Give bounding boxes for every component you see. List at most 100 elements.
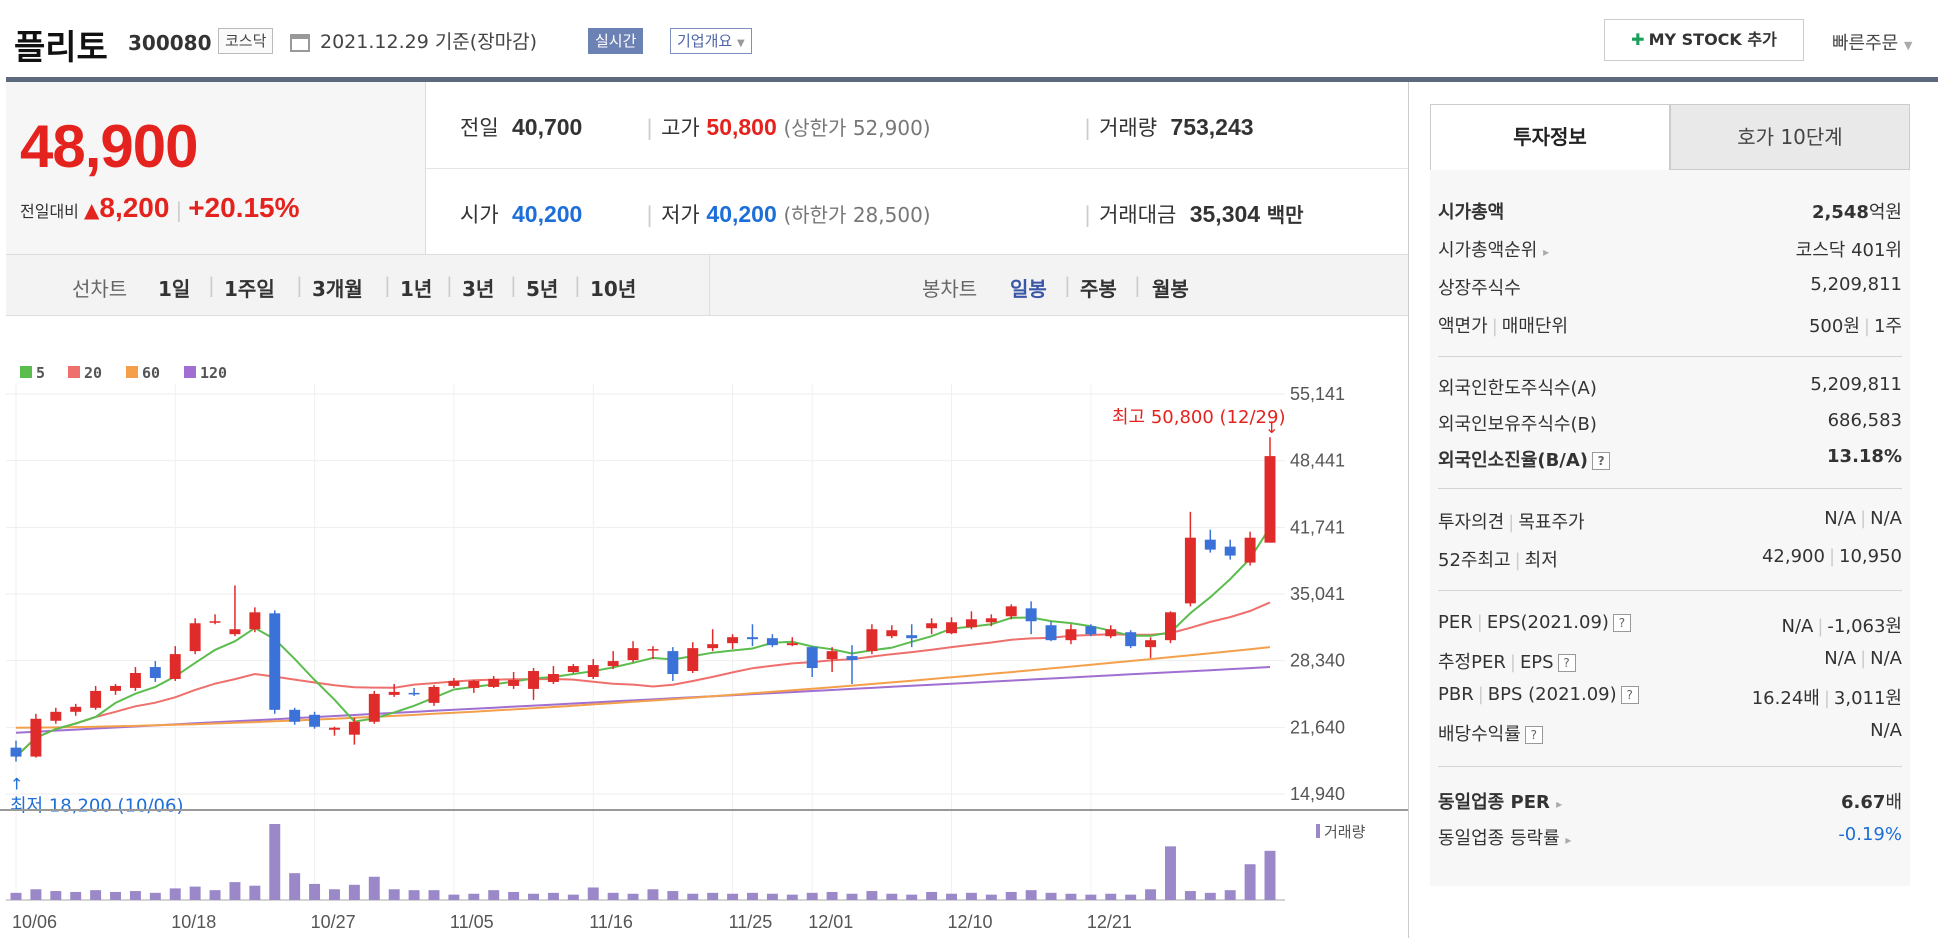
help-icon[interactable]: ? bbox=[1524, 726, 1543, 744]
candle-body bbox=[886, 630, 898, 637]
volume-bar bbox=[269, 824, 281, 900]
separator: | bbox=[1860, 508, 1867, 529]
period-5y[interactable]: 5년 bbox=[526, 277, 559, 301]
info-value: 2,548억원 bbox=[1812, 198, 1902, 224]
separator: | bbox=[1508, 512, 1515, 533]
info-key-label: PER bbox=[1438, 612, 1473, 633]
info-key-label: 시가총액순위 bbox=[1438, 240, 1538, 261]
info-value-number: 6.67 bbox=[1841, 792, 1886, 813]
candle-body bbox=[866, 629, 878, 652]
separator: | bbox=[574, 273, 581, 297]
volume-bar bbox=[468, 893, 480, 900]
volume-bar bbox=[1005, 891, 1017, 900]
open-price: 시가 40,200 bbox=[460, 199, 582, 229]
period-1w[interactable]: 1주일 bbox=[224, 277, 275, 301]
info-row-opinion: 투자의견 | 목표주가 N/A | N/A bbox=[1438, 508, 1902, 540]
info-value: N/A | N/A bbox=[1824, 508, 1902, 529]
info-value-1: N/A bbox=[1824, 648, 1857, 669]
candle-body bbox=[826, 651, 838, 660]
info-value-unit: 억원 bbox=[1868, 202, 1902, 223]
volume-bar bbox=[149, 892, 161, 900]
x-tick-label: 10/18 bbox=[171, 912, 216, 932]
info-key: 동일업종 등락률 ▸ bbox=[1438, 824, 1571, 850]
stock-code: 300080 bbox=[128, 31, 212, 55]
volume-bar bbox=[408, 890, 420, 900]
add-my-stock-button[interactable]: ✚ MY STOCK 추가 bbox=[1604, 19, 1804, 61]
change-amount: 8,200 bbox=[99, 192, 170, 223]
candle-body bbox=[169, 654, 181, 679]
company-overview-label: 기업개요 bbox=[677, 32, 733, 50]
info-key: 액면가 | 매매단위 bbox=[1438, 312, 1568, 338]
separator: | bbox=[1860, 648, 1867, 669]
volume-bar bbox=[129, 891, 141, 900]
info-value: 13.18% bbox=[1827, 446, 1902, 467]
stats-row-1: 전일 40,700 | 고가 50,800 (상한가 52,900) | 거래량 7… bbox=[426, 82, 1408, 168]
quick-order-dropdown[interactable]: 빠른주문 ▼ bbox=[1832, 29, 1912, 55]
help-icon[interactable]: ? bbox=[1612, 614, 1631, 632]
volume-bar bbox=[926, 891, 938, 900]
info-row-52w: 52주최고 | 최저 42,900 | 10,950 bbox=[1438, 546, 1902, 578]
stock-header: 플리토 300080 코스닥 2021.12.29 기준(장마감) 실시간 기업… bbox=[0, 0, 1938, 78]
candle-body bbox=[528, 671, 539, 689]
divider bbox=[709, 255, 710, 315]
separator: | bbox=[175, 198, 183, 222]
period-10y[interactable]: 10년 bbox=[590, 277, 637, 301]
info-row-sector-per[interactable]: 동일업종 PER ▸ 6.67배 bbox=[1438, 788, 1902, 820]
volume-label: 거래량 bbox=[1099, 116, 1158, 140]
chevron-down-icon: ▼ bbox=[736, 38, 745, 49]
y-tick-label: 35,041 bbox=[1290, 584, 1345, 604]
x-tick-label: 12/10 bbox=[948, 912, 993, 932]
info-key-label: 액면가 bbox=[1438, 316, 1488, 337]
volume-bar bbox=[1085, 894, 1097, 900]
up-arrow-icon: ↑ bbox=[10, 775, 23, 794]
separator: | bbox=[208, 273, 215, 297]
volume-bar bbox=[348, 884, 360, 900]
candle-body bbox=[1224, 546, 1236, 556]
info-value: 5,209,811 bbox=[1810, 374, 1902, 395]
stats-row-2: 시가 40,200 | 저가 40,200 (하한가 28,500) | 거래대금 … bbox=[426, 168, 1408, 254]
price-chart[interactable]: 55,141 48,441 41,741 35,041 28,340 21,640 14,9… bbox=[0, 316, 1408, 938]
prev-close: 전일 40,700 bbox=[460, 112, 582, 142]
volume-bar bbox=[806, 892, 818, 900]
period-1y[interactable]: 1년 bbox=[400, 277, 433, 301]
help-icon[interactable]: ? bbox=[1557, 654, 1576, 672]
tab-investment-info[interactable]: 투자정보 bbox=[1430, 104, 1670, 170]
chevron-down-icon: ▼ bbox=[1903, 39, 1913, 52]
info-row-market-cap-rank[interactable]: 시가총액순위 ▸ 코스닥 401위 bbox=[1438, 236, 1902, 268]
info-row-sector-change[interactable]: 동일업종 등락률 ▸ -0.19% bbox=[1438, 824, 1902, 856]
volume-bar bbox=[866, 891, 878, 900]
volume-bar bbox=[846, 893, 858, 900]
info-value: 42,900 | 10,950 bbox=[1762, 546, 1902, 567]
candle-body bbox=[368, 693, 380, 722]
volume-legend-label: 거래량 bbox=[1324, 823, 1366, 841]
period-1d[interactable]: 1일 bbox=[158, 277, 191, 301]
info-key: 시가총액순위 ▸ bbox=[1438, 236, 1549, 262]
period-daily[interactable]: 일봉 bbox=[1010, 277, 1047, 301]
help-icon[interactable]: ? bbox=[1620, 686, 1639, 704]
y-tick-label: 48,441 bbox=[1290, 451, 1345, 471]
separator: | bbox=[1134, 273, 1141, 297]
info-key: 상장주식수 bbox=[1438, 278, 1521, 299]
info-value: N/A | N/A bbox=[1824, 648, 1902, 669]
info-row-per: PER | EPS(2021.09)? N/A | -1,063원 bbox=[1438, 612, 1902, 644]
separator: | bbox=[646, 203, 654, 227]
tab-order-book[interactable]: 호가 10단계 bbox=[1670, 104, 1910, 170]
high-value: 50,800 bbox=[706, 114, 777, 140]
candle-body bbox=[1204, 539, 1216, 550]
separator: | bbox=[1084, 116, 1092, 140]
candle-body bbox=[428, 686, 440, 703]
volume-bar bbox=[985, 894, 997, 900]
period-weekly[interactable]: 주봉 bbox=[1080, 277, 1117, 301]
realtime-button[interactable]: 실시간 bbox=[588, 28, 644, 54]
company-overview-dropdown[interactable]: 기업개요 ▼ bbox=[670, 28, 752, 54]
period-monthly[interactable]: 월봉 bbox=[1152, 277, 1189, 301]
help-icon[interactable]: ? bbox=[1592, 452, 1611, 470]
volume-bar bbox=[488, 890, 500, 900]
separator: | bbox=[1509, 652, 1516, 673]
divider bbox=[1438, 356, 1902, 357]
series-ma60 bbox=[15, 646, 1271, 729]
period-3m[interactable]: 3개월 bbox=[312, 277, 363, 301]
info-key-label-2: BPS (2021.09) bbox=[1487, 684, 1617, 705]
period-3y[interactable]: 3년 bbox=[462, 277, 495, 301]
volume-bar bbox=[1204, 892, 1216, 900]
